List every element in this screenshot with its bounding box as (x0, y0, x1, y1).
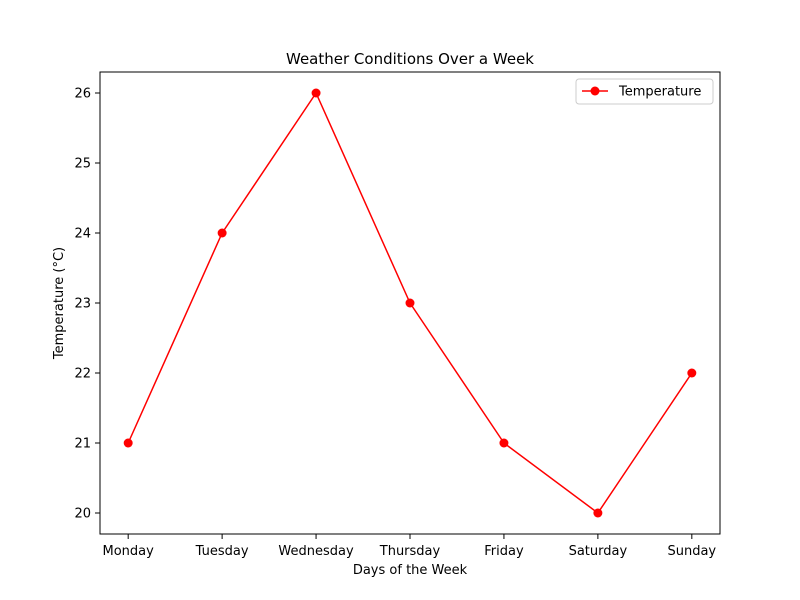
x-tick-label: Thursday (379, 544, 441, 559)
y-tick-label: 20 (74, 507, 91, 522)
x-tick-label: Friday (484, 544, 524, 559)
legend-marker-sample (590, 86, 600, 96)
legend-box (575, 78, 714, 105)
legend-label: Temperature (618, 85, 701, 100)
data-point (217, 228, 227, 238)
x-tick-label: Sunday (667, 544, 716, 559)
legend: Temperature (575, 78, 714, 105)
data-point (593, 508, 603, 518)
y-tick-label: 22 (74, 367, 91, 382)
chart-title: Weather Conditions Over a Week (286, 50, 534, 68)
data-point (123, 438, 133, 448)
x-axis-label: Days of the Week (353, 563, 468, 578)
data-point (687, 368, 697, 378)
y-tick-label: 21 (74, 437, 91, 452)
x-tick-label: Wednesday (278, 544, 354, 559)
x-axis-ticks: Monday Tuesday Wednesday Thursday Friday Satu… (103, 534, 716, 559)
y-tick-label: 26 (74, 87, 91, 102)
y-tick-label: 24 (74, 227, 91, 242)
y-axis-ticks: 20 21 22 23 24 25 26 (74, 87, 100, 522)
series-layer (123, 88, 697, 518)
y-tick-label: 23 (74, 297, 91, 312)
data-point (499, 438, 509, 448)
x-tick-label: Tuesday (195, 544, 249, 559)
y-tick-label: 25 (74, 157, 91, 172)
plot-frame (99, 71, 721, 535)
data-point (311, 88, 321, 98)
plot-area: Monday Tuesday Wednesday Thursday Friday Satu… (74, 71, 721, 559)
y-axis-label: Temperature (°C) (52, 247, 67, 360)
x-tick-label: Monday (103, 544, 155, 559)
x-tick-label: Saturday (569, 544, 628, 559)
data-point (405, 298, 415, 308)
